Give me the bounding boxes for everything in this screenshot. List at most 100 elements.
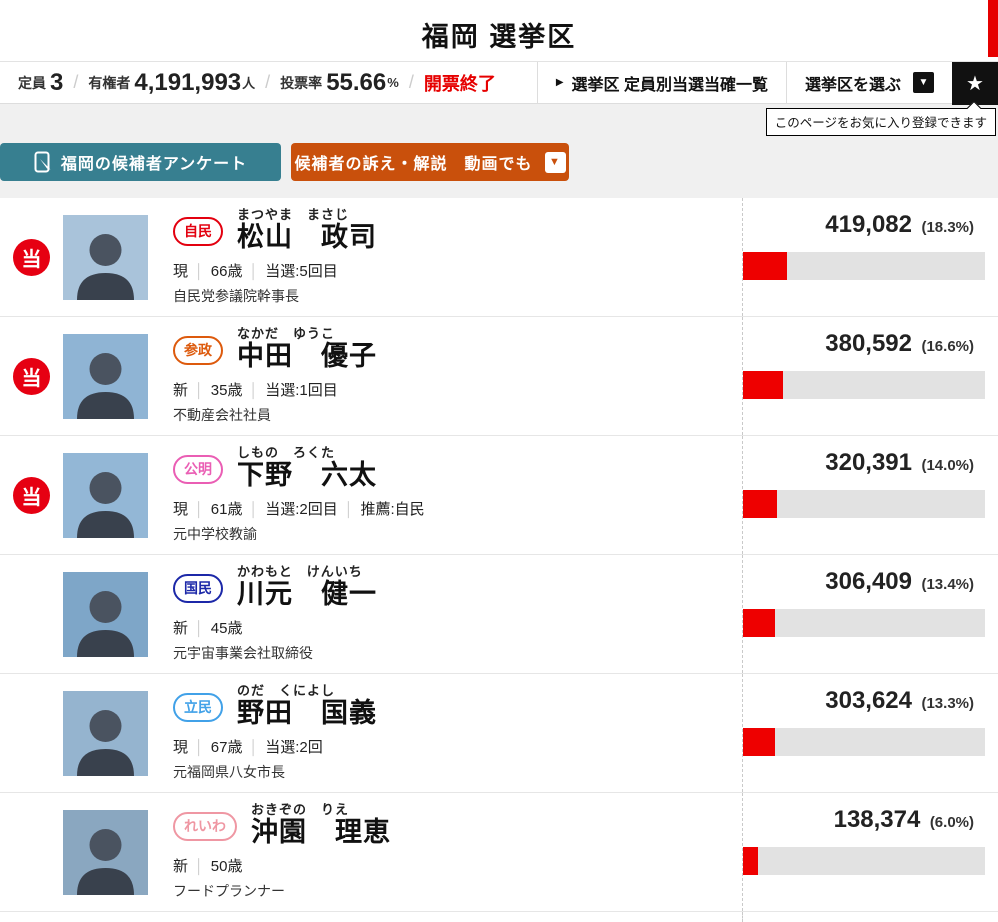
- detail-separator: │: [195, 620, 204, 636]
- district-select-label: 選挙区を選ぶ: [804, 76, 901, 94]
- candidate-list: 当 自民 まつやま まさじ 松山 政司 現 │ 66歳 │ 当選:5回目 自民党参議院幹…: [0, 198, 998, 922]
- detail-segment: 当選:2回目: [265, 501, 338, 518]
- vote-count: 303,624 (13.3%): [743, 687, 998, 715]
- candidate-photo: [63, 572, 148, 657]
- triangle-right-icon: ▶: [555, 77, 564, 88]
- survey-button[interactable]: 福岡の候補者アンケート: [0, 143, 281, 181]
- elected-badge: 当: [13, 238, 50, 276]
- voters-value: 4,191,993: [134, 68, 242, 96]
- detail-segment: 50歳: [210, 858, 243, 875]
- candidate-photo: [63, 215, 148, 300]
- candidate-name: 下野 六太: [237, 460, 377, 490]
- chevron-down-icon: ▼: [544, 151, 566, 173]
- candidate-result: 303,624 (13.3%): [742, 674, 998, 792]
- elected-badge: 当: [13, 476, 50, 514]
- detail-segment: 新: [173, 620, 189, 637]
- candidate-row: 当 自民 まつやま まさじ 松山 政司 現 │ 66歳 │ 当選:5回目 自民党参議院幹…: [0, 198, 998, 317]
- detail-segment: 推薦:自民: [360, 501, 425, 518]
- elected-badge: 当: [13, 357, 50, 395]
- corner-accent-strip: [988, 0, 998, 57]
- detail-separator: │: [195, 739, 204, 755]
- candidate-details: 現 │ 66歳 │ 当選:5回目: [173, 260, 742, 281]
- detail-separator: │: [249, 263, 259, 279]
- candidate-occupation: 元宇宙事業会社取締役: [173, 645, 313, 661]
- vote-percentage: (14.0%): [921, 457, 974, 474]
- vote-percentage: (18.3%): [921, 219, 974, 236]
- page-title: 福岡 選挙区: [421, 22, 577, 52]
- vote-count: 320,391 (14.0%): [743, 449, 998, 477]
- vote-number: 138,374: [833, 806, 921, 833]
- detail-separator: │: [195, 858, 204, 874]
- next-row-partial: [0, 912, 998, 922]
- survey-icon: [34, 151, 51, 173]
- candidate-result: 138,374 (6.0%): [742, 793, 998, 911]
- turnout-value: 55.66: [326, 68, 387, 96]
- vote-bar: [743, 490, 985, 518]
- candidate-row: 当 れいわ おきぞの りえ 沖園 理恵 新 │ 50歳 フードプランナー 138,3…: [0, 793, 998, 912]
- candidate-info: 自民 まつやま まさじ 松山 政司 現 │ 66歳 │ 当選:5回目 自民党参議院幹事長: [148, 198, 742, 316]
- candidate-details: 新 │ 35歳 │ 当選:1回目: [173, 379, 742, 400]
- detail-segment: 当選:1回目: [265, 382, 338, 399]
- tooltip-text: このページをお気に入り登録できます: [774, 116, 987, 130]
- candidate-result: 306,409 (13.4%): [742, 555, 998, 673]
- video-button[interactable]: 候補者の訴え・解説 動画でも ▼: [291, 143, 569, 181]
- detail-separator: │: [195, 263, 204, 279]
- turnout-unit: %: [387, 75, 399, 90]
- detail-separator: │: [249, 501, 259, 517]
- vote-bar-fill: [743, 609, 776, 637]
- detail-separator: │: [344, 501, 354, 517]
- vote-number: 303,624: [825, 687, 913, 714]
- elected-badge-column: 当: [0, 793, 63, 911]
- vote-bar: [743, 252, 985, 280]
- detail-segment: 当選:2回: [265, 739, 323, 756]
- voters-unit: 人: [242, 76, 256, 91]
- detail-segment: 新: [173, 382, 189, 399]
- candidate-details: 新 │ 45歳: [173, 617, 742, 638]
- detail-separator: │: [249, 739, 259, 755]
- candidate-name: 沖園 理恵: [251, 817, 391, 847]
- info-bar: 定員 3 / 有権者 4,191,993 人 / 投票率 55.66 % / 開…: [0, 61, 998, 105]
- candidate-kana: おきぞの りえ: [251, 802, 350, 817]
- vote-percentage: (13.3%): [921, 695, 974, 712]
- star-icon: ★: [966, 72, 984, 95]
- stat-separator: /: [265, 72, 271, 92]
- vote-number: 419,082: [825, 211, 913, 238]
- district-select[interactable]: 選挙区を選ぶ ▼: [785, 62, 952, 103]
- candidate-row: 当 公明 しもの ろくた 下野 六太 現 │ 61歳 │ 当選:2回目 │ 推薦:自民 元中…: [0, 436, 998, 555]
- candidate-kana: のだ くによし: [237, 683, 336, 698]
- stat-separator: /: [73, 72, 79, 92]
- candidate-details: 現 │ 67歳 │ 当選:2回: [173, 736, 742, 757]
- count-status: 開票終了: [423, 73, 496, 94]
- vote-bar-fill: [743, 490, 777, 518]
- video-button-label: 候補者の訴え・解説 動画でも: [294, 156, 533, 173]
- candidate-name: 松山 政司: [237, 222, 377, 252]
- vote-percentage: (6.0%): [929, 814, 974, 831]
- detail-segment: 現: [173, 739, 189, 756]
- winners-list-link[interactable]: ▶ 選挙区 定員別当選当確一覧: [536, 62, 786, 103]
- party-badge: 立民: [173, 693, 223, 722]
- candidate-info: れいわ おきぞの りえ 沖園 理恵 新 │ 50歳 フードプランナー: [148, 793, 742, 911]
- favorite-star-button[interactable]: ★: [952, 61, 998, 105]
- vote-bar: [743, 728, 985, 756]
- detail-segment: 35歳: [210, 382, 243, 399]
- voters-label: 有権者: [88, 74, 131, 91]
- candidate-occupation: 元中学校教諭: [173, 526, 257, 542]
- vote-percentage: (16.6%): [921, 338, 974, 355]
- detail-segment: 66歳: [210, 263, 243, 280]
- candidate-result: 419,082 (18.3%): [742, 198, 998, 316]
- vote-bar: [743, 609, 985, 637]
- candidate-kana: かわもと けんいち: [237, 564, 363, 579]
- vote-percentage: (13.4%): [921, 576, 974, 593]
- party-badge: 参政: [173, 336, 223, 365]
- candidate-details: 新 │ 50歳: [173, 855, 742, 876]
- candidate-info: 立民 のだ くによし 野田 国義 現 │ 67歳 │ 当選:2回 元福岡県八女市長: [148, 674, 742, 792]
- candidate-occupation: フードプランナー: [173, 883, 285, 899]
- vote-count: 380,592 (16.6%): [743, 330, 998, 358]
- party-badge: 国民: [173, 574, 223, 603]
- detail-segment: 45歳: [210, 620, 243, 637]
- elected-badge-column: 当: [0, 317, 63, 435]
- candidate-info: 公明 しもの ろくた 下野 六太 現 │ 61歳 │ 当選:2回目 │ 推薦:自民 元中学校…: [148, 436, 742, 554]
- elected-badge-column: 当: [0, 198, 63, 316]
- vote-bar-fill: [743, 728, 776, 756]
- candidate-kana: しもの ろくた: [237, 445, 336, 460]
